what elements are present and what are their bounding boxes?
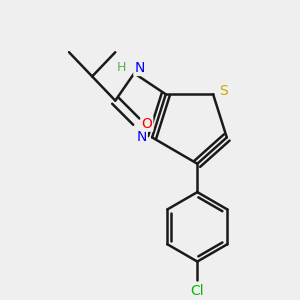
Text: N: N	[136, 130, 147, 144]
Text: O: O	[141, 117, 152, 131]
Text: S: S	[219, 84, 228, 98]
Text: H: H	[117, 61, 126, 74]
Text: N: N	[134, 61, 145, 75]
Text: Cl: Cl	[190, 284, 204, 298]
